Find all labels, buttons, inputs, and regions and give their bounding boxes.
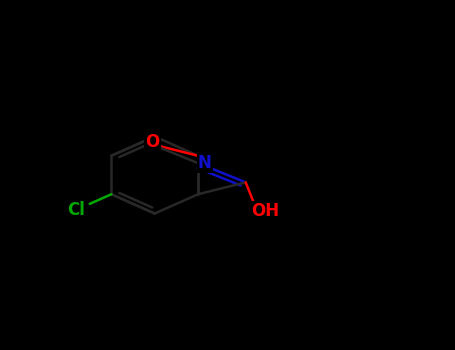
Text: N: N <box>198 154 212 172</box>
Text: OH: OH <box>251 202 279 220</box>
Text: O: O <box>146 133 160 151</box>
Text: Cl: Cl <box>67 201 85 219</box>
